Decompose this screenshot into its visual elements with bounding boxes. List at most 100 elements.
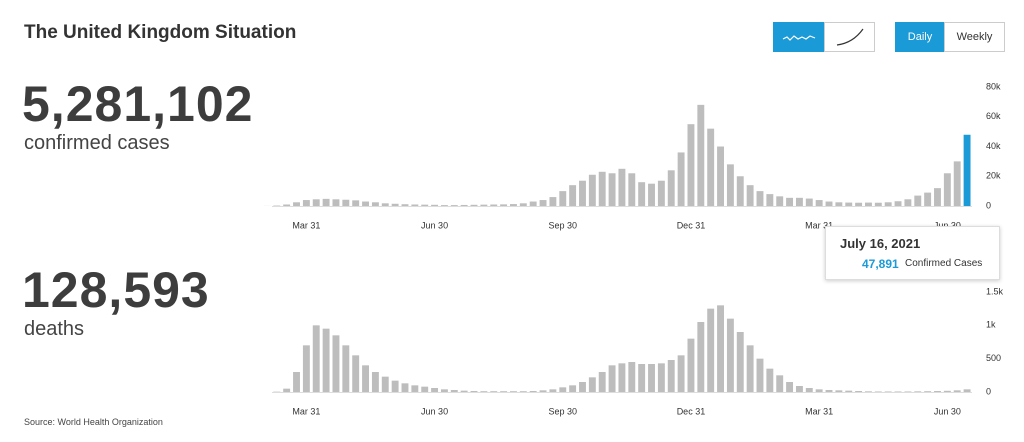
bar: [588, 377, 596, 392]
bar: [894, 391, 902, 392]
bar: [608, 365, 616, 392]
bar: [953, 161, 961, 206]
bar: [934, 391, 941, 392]
bar: [855, 391, 863, 392]
bar: [786, 382, 794, 392]
bar: [371, 202, 379, 206]
bar: [963, 134, 971, 206]
bar: [963, 389, 971, 392]
bar: [786, 197, 794, 206]
bar: [529, 391, 537, 392]
bar: [825, 201, 833, 206]
bar: [470, 204, 478, 206]
x-tick-label: Sep 30: [548, 406, 577, 416]
bar: [293, 372, 300, 392]
bar: [381, 376, 389, 392]
bar: [638, 364, 646, 392]
bar: [539, 390, 547, 392]
tooltip: July 16, 2021 47,891 Confirmed Cases: [825, 226, 1000, 280]
y-tick-label: 60k: [986, 111, 1001, 121]
bar: [500, 204, 508, 206]
bar: [431, 388, 439, 392]
bar: [312, 325, 320, 392]
bar: [332, 199, 340, 206]
bar: [657, 363, 665, 392]
x-tick-label: Jun 30: [421, 406, 448, 416]
bar: [934, 188, 941, 206]
bar: [628, 362, 636, 392]
bar: [904, 199, 912, 206]
bar: [490, 204, 498, 206]
bar: [687, 338, 695, 392]
x-tick-label: Jun 30: [421, 220, 448, 230]
bar: [736, 332, 744, 392]
chart-style-cumulative[interactable]: [824, 22, 875, 52]
bar: [795, 386, 803, 392]
bar: [825, 390, 833, 392]
icon: [782, 35, 816, 41]
bar: [924, 192, 932, 206]
bar: [795, 197, 803, 206]
bar: [648, 183, 655, 206]
bar: [322, 328, 330, 392]
bar: [835, 390, 843, 392]
bar: [480, 204, 488, 206]
x-tick-label: Mar 31: [805, 406, 833, 416]
bar: [766, 194, 774, 206]
bar: [391, 203, 399, 206]
bar: [391, 380, 399, 392]
bar: [648, 364, 655, 392]
bar: [608, 173, 616, 206]
x-tick-label: Jun 30: [934, 406, 961, 416]
x-tick-label: Mar 31: [292, 406, 320, 416]
bar: [726, 164, 734, 206]
bar: [657, 180, 665, 206]
bar: [381, 203, 389, 206]
bar: [352, 355, 360, 392]
bar: [579, 180, 586, 206]
bar: [884, 202, 892, 206]
bar: [352, 200, 360, 206]
bar: [510, 204, 517, 206]
bar: [707, 308, 715, 392]
y-tick-label: 500: [986, 353, 1001, 363]
bar: [845, 202, 853, 206]
bar: [312, 199, 320, 206]
bar: [342, 199, 350, 206]
bar: [766, 368, 774, 392]
bar: [805, 198, 813, 206]
bar: [500, 391, 508, 392]
bar: [756, 191, 764, 206]
bar: [805, 388, 813, 392]
bar: [845, 390, 853, 392]
y-tick-label: 20k: [986, 171, 1001, 181]
bar: [401, 204, 409, 206]
bar: [756, 358, 764, 392]
bar: [874, 391, 882, 392]
bar: [776, 196, 784, 206]
bar: [510, 391, 517, 392]
x-tick-label: Mar 31: [292, 220, 320, 230]
bar: [529, 201, 537, 206]
x-tick-label: Dec 31: [677, 220, 706, 230]
bar: [302, 200, 310, 206]
bar: [598, 171, 606, 206]
bar: [283, 388, 291, 392]
bar: [667, 360, 675, 392]
weekly-button[interactable]: Weekly: [944, 22, 1005, 52]
bar: [904, 391, 912, 392]
bar: [450, 390, 458, 392]
bar: [579, 382, 586, 392]
bar: [431, 204, 439, 206]
bar: [519, 203, 527, 206]
y-tick-label: 0: [986, 200, 991, 210]
bar: [884, 391, 892, 392]
bar: [894, 201, 902, 206]
bar: [717, 305, 724, 392]
bar: [569, 385, 577, 392]
measure-label: confirmed cases: [24, 132, 170, 154]
bar: [707, 128, 715, 206]
bar: [588, 174, 596, 206]
